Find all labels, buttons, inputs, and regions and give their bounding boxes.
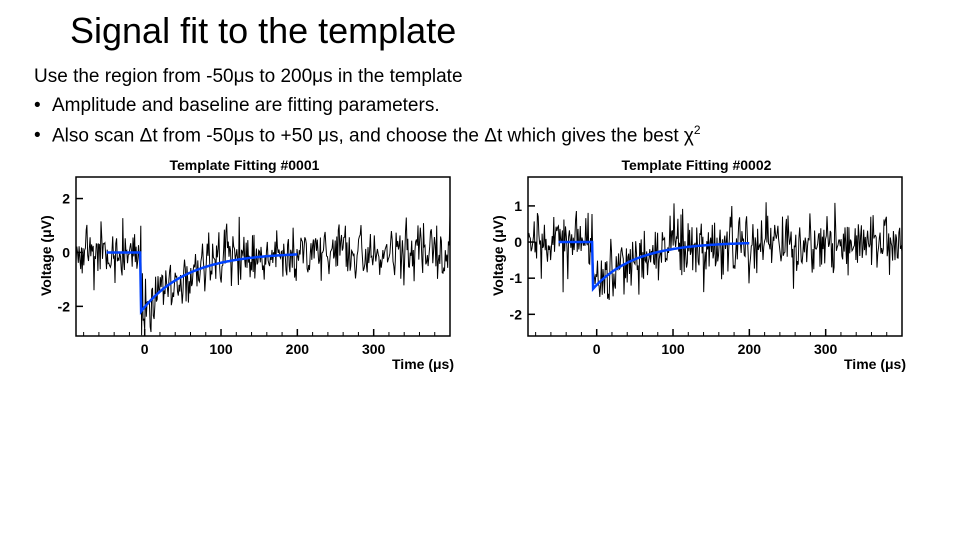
y-axis-label: Voltage (μV) [38, 215, 54, 296]
svg-text:-2: -2 [510, 306, 523, 322]
svg-text:200: 200 [738, 341, 762, 357]
chart-1: 0100200300-202Template Fitting #0001Time… [30, 161, 460, 376]
svg-text:1: 1 [514, 198, 522, 214]
svg-text:300: 300 [362, 341, 386, 357]
svg-text:100: 100 [661, 341, 685, 357]
svg-text:0: 0 [514, 234, 522, 250]
bullet-2: • Also scan Δt from -50μs to +50 μs, and… [34, 121, 960, 151]
body-text: Use the region from -50μs to 200μs in th… [0, 62, 960, 151]
chart-2: 0100200300-2-101Template Fitting #0002Ti… [482, 161, 912, 376]
y-axis-label: Voltage (μV) [490, 215, 506, 296]
svg-text:2: 2 [62, 190, 70, 206]
svg-text:0: 0 [141, 341, 149, 357]
x-axis-label: Time (μs) [392, 356, 454, 372]
svg-text:200: 200 [286, 341, 310, 357]
chart-title: Template Fitting #0001 [170, 157, 320, 173]
svg-text:0: 0 [62, 244, 70, 260]
svg-text:0: 0 [593, 341, 601, 357]
svg-text:100: 100 [209, 341, 233, 357]
x-axis-label: Time (μs) [844, 356, 906, 372]
bullet-1: • Amplitude and baseline are fitting par… [34, 91, 960, 120]
text-line-1: Use the region from -50μs to 200μs in th… [34, 62, 960, 91]
chart-title: Template Fitting #0002 [622, 157, 772, 173]
svg-text:-1: -1 [510, 270, 523, 286]
svg-text:300: 300 [814, 341, 838, 357]
svg-text:-2: -2 [58, 298, 71, 314]
page-title: Signal fit to the template [0, 0, 960, 62]
